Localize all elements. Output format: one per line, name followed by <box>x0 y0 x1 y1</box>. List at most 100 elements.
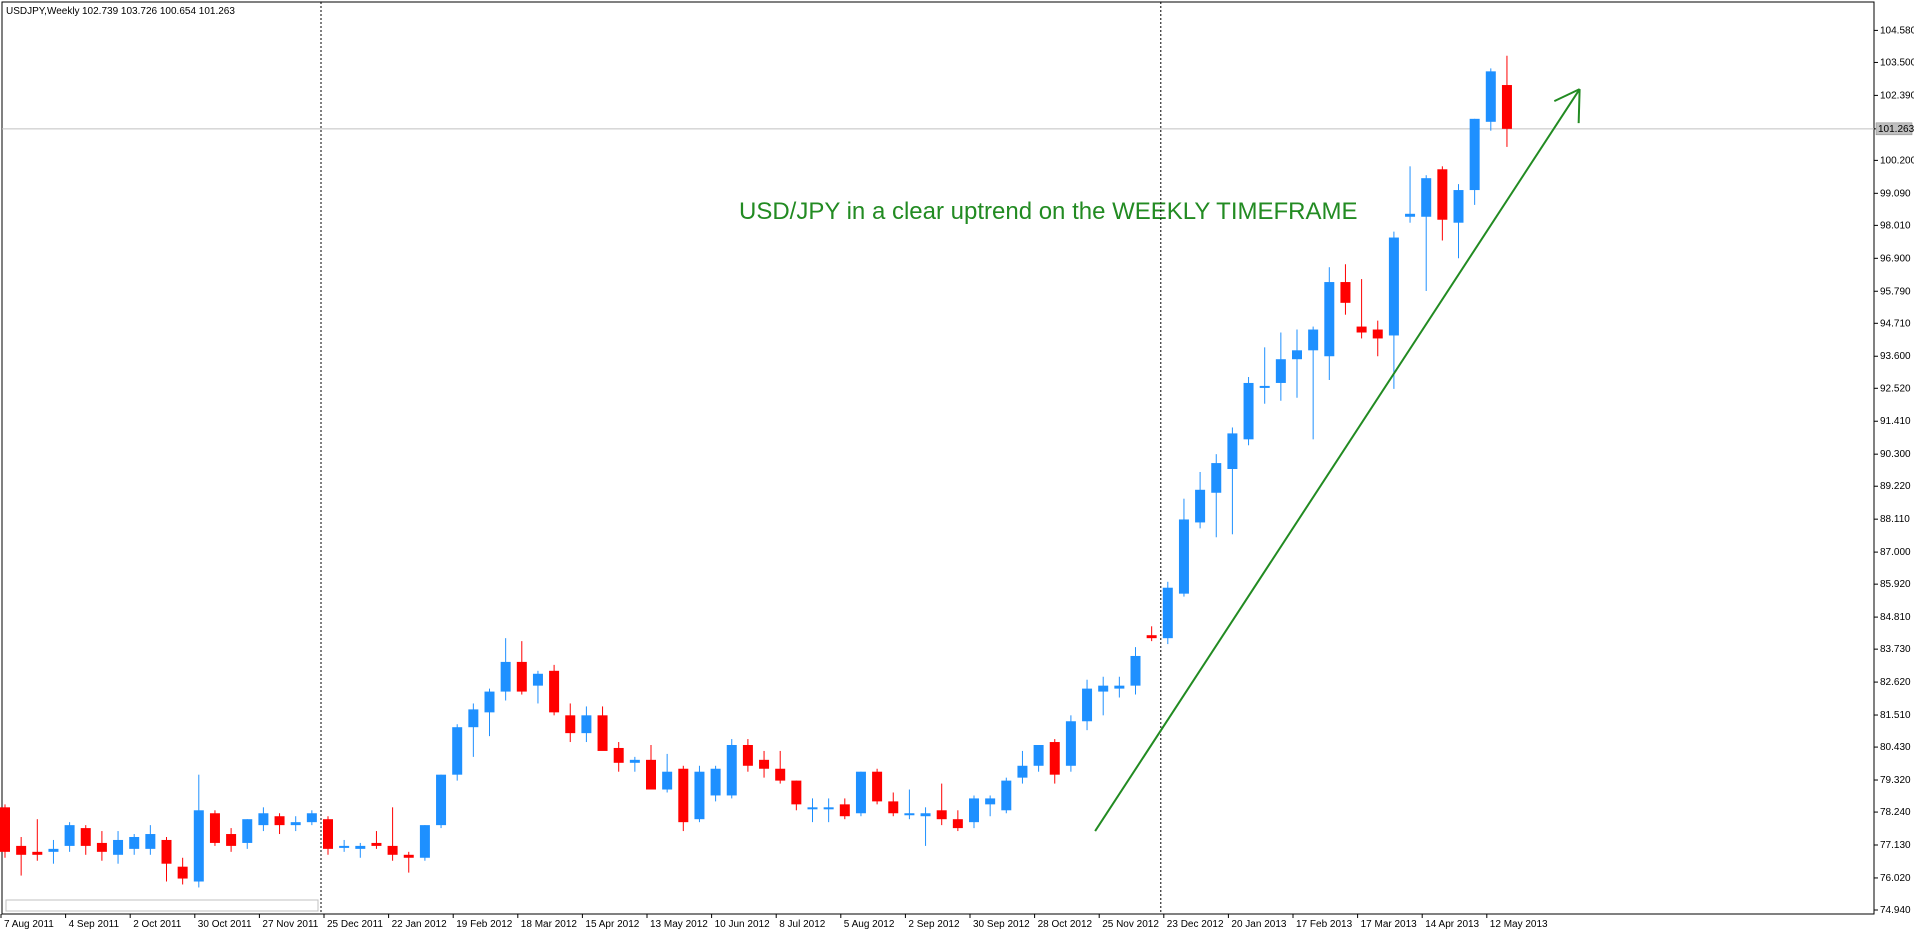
current-price-badge <box>1875 122 1913 136</box>
x-tick-label: 14 Apr 2013 <box>1425 919 1479 930</box>
bear-candle <box>888 801 899 814</box>
bull-candle <box>339 845 350 848</box>
bear-candle <box>32 851 43 855</box>
grid-layer <box>2 2 1874 914</box>
bear-candle <box>549 670 560 713</box>
bull-candle <box>1275 359 1286 383</box>
bear-candle <box>1049 742 1060 775</box>
uptrend-annotation: USD/JPY in a clear uptrend on the WEEKLY… <box>739 198 1357 225</box>
bear-candle <box>161 839 172 864</box>
bull-candle <box>1082 688 1093 722</box>
x-tick-label: 19 Feb 2012 <box>456 919 513 930</box>
bear-candle <box>952 819 963 829</box>
trend-arrowhead <box>1577 89 1581 124</box>
bear-candle <box>1501 85 1512 129</box>
bear-candle <box>872 771 883 802</box>
bull-candle <box>468 709 479 728</box>
trend-arrowhead <box>1553 88 1581 103</box>
bull-candle <box>1243 382 1254 440</box>
y-tick-label: 80.430 <box>1880 742 1911 753</box>
bull-candle <box>1421 178 1432 217</box>
x-tick-label: 23 Dec 2012 <box>1167 919 1224 930</box>
bull-candle <box>1065 721 1076 766</box>
bear-candle <box>1340 282 1351 303</box>
bear-candle <box>742 745 753 766</box>
bull-candle <box>1308 329 1319 351</box>
bear-candle <box>96 842 107 852</box>
bear-candle <box>613 747 624 763</box>
y-tick-label: 74.940 <box>1880 905 1911 916</box>
bull-candle <box>1195 489 1206 523</box>
x-tick-label: 25 Dec 2011 <box>327 919 383 930</box>
bull-candle <box>258 813 269 826</box>
symbol-label: USDJPY,Weekly <box>6 6 80 17</box>
bull-candle <box>1324 282 1335 357</box>
bear-candle <box>80 828 91 846</box>
bull-candle <box>1405 213 1416 217</box>
bull-candle <box>1178 519 1189 594</box>
bull-candle <box>436 774 447 826</box>
y-tick-label: 89.220 <box>1880 481 1911 492</box>
y-tick-label: 102.390 <box>1880 90 1914 101</box>
y-tick-label: 103.500 <box>1880 57 1914 68</box>
y-tick-label: 85.920 <box>1880 579 1911 590</box>
bull-candle <box>500 661 511 692</box>
bear-candle <box>1372 329 1383 339</box>
y-tick-label: 87.000 <box>1880 547 1911 558</box>
bear-candle <box>403 854 414 858</box>
bull-candle <box>242 819 253 843</box>
trendline <box>1094 88 1581 832</box>
bull-candle <box>1033 745 1044 766</box>
bear-candle <box>936 810 947 820</box>
y-tick-label: 92.520 <box>1880 383 1911 394</box>
bear-candle <box>0 807 10 852</box>
bull-candle <box>823 807 834 810</box>
x-tick-label: 30 Oct 2011 <box>198 919 252 930</box>
bull-candle <box>1485 71 1496 122</box>
bull-candle <box>985 798 996 805</box>
bear-candle <box>209 813 220 843</box>
bear-candle <box>226 834 237 846</box>
y-tick-label: 77.130 <box>1880 840 1911 851</box>
x-tick-label: 22 Jan 2012 <box>392 919 447 930</box>
y-tick-label: 94.710 <box>1880 318 1911 329</box>
bear-candle <box>323 819 333 849</box>
bear-candle <box>1437 169 1448 220</box>
bull-candle <box>452 727 463 775</box>
x-tick-label: 4 Sep 2011 <box>69 919 120 930</box>
bull-candle <box>145 834 156 849</box>
x-tick-label: 27 Nov 2011 <box>262 919 318 930</box>
bull-candle <box>710 768 721 796</box>
bear-candle <box>597 715 608 751</box>
bull-candle <box>1292 350 1302 360</box>
bull-candle <box>1017 765 1028 778</box>
x-tick-label: 15 Apr 2012 <box>585 919 639 930</box>
trendline-layer <box>1094 88 1581 832</box>
y-tick-label: 88.110 <box>1880 514 1910 525</box>
bull-candle <box>694 771 705 820</box>
x-tick-label: 7 Aug 2011 <box>4 919 54 930</box>
bear-candle <box>371 842 382 846</box>
x-tick-label: 2 Oct 2011 <box>133 919 182 930</box>
x-tick-label: 17 Feb 2013 <box>1296 919 1353 930</box>
bull-candle <box>904 813 915 816</box>
bear-candle <box>177 866 188 879</box>
x-tick-label: 17 Mar 2013 <box>1361 919 1418 930</box>
y-tick-label: 99.090 <box>1880 188 1911 199</box>
bull-candle <box>193 810 204 882</box>
bull-candle <box>1388 237 1399 336</box>
y-tick-label: 100.200 <box>1880 155 1914 166</box>
bull-candle <box>969 798 979 823</box>
bull-candle <box>920 813 931 817</box>
bull-candle <box>306 813 317 823</box>
y-tick-label: 90.300 <box>1880 449 1911 460</box>
y-tick-label: 93.600 <box>1880 351 1911 362</box>
y-tick-label: 84.810 <box>1880 612 1911 623</box>
bear-candle <box>274 816 285 826</box>
bull-candle <box>1162 587 1173 639</box>
bull-candle <box>1259 385 1270 388</box>
scroll-bar-area[interactable] <box>5 899 319 912</box>
y-tick-label: 83.730 <box>1880 644 1911 655</box>
